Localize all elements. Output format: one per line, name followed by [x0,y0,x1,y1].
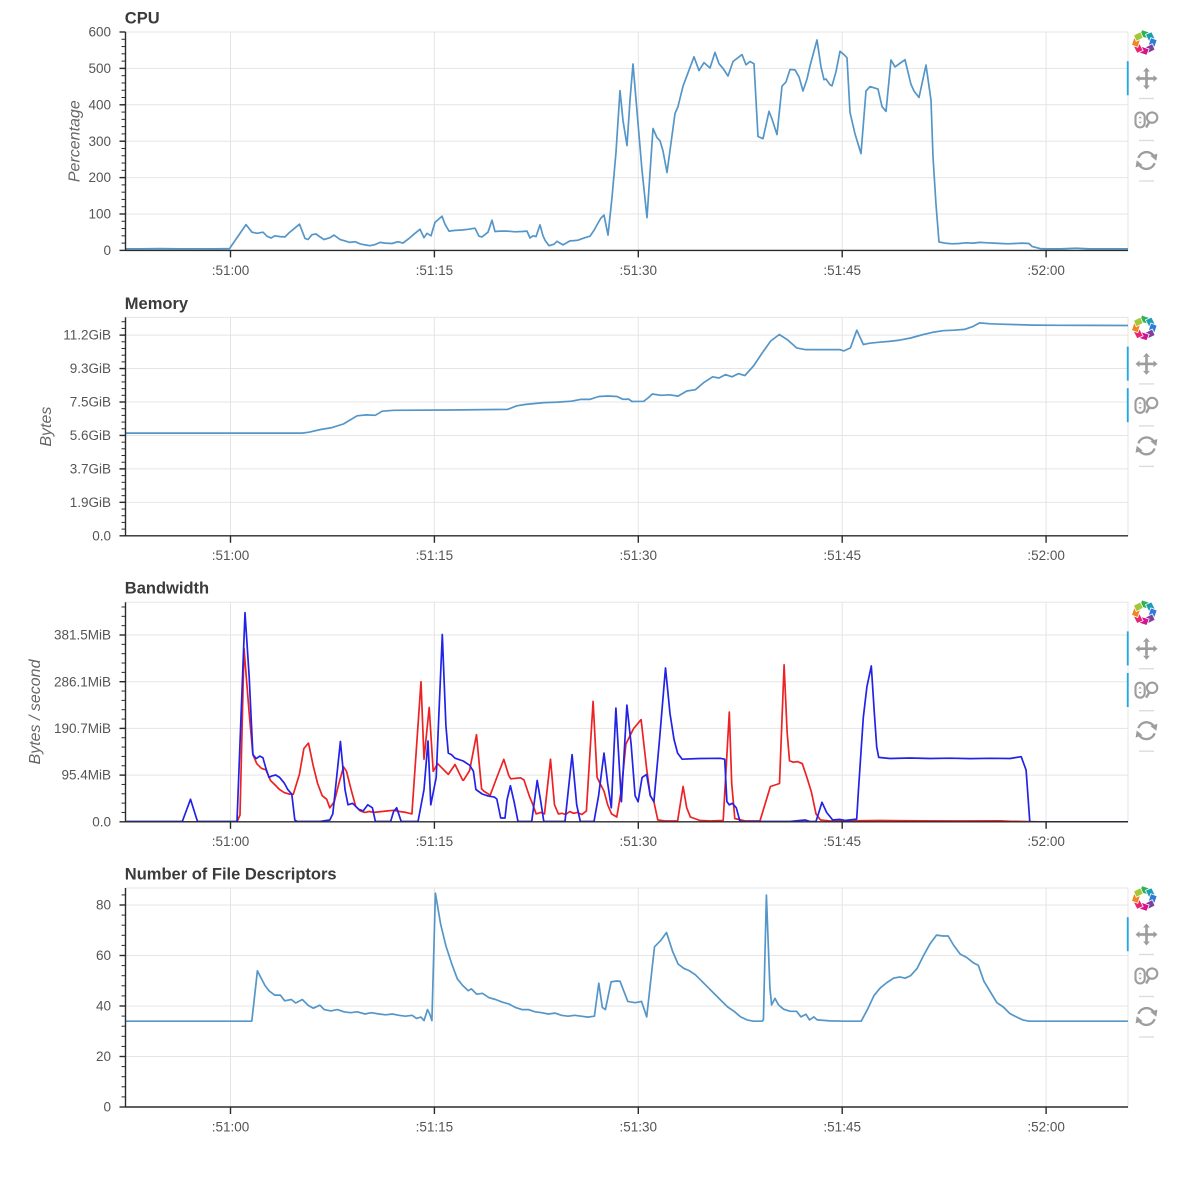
svg-text::51:30: :51:30 [620,263,658,278]
svg-text:CPU: CPU [125,9,160,27]
svg-text::51:15: :51:15 [416,548,454,563]
svg-text:Bandwidth: Bandwidth [125,580,209,598]
svg-text::51:45: :51:45 [823,834,861,849]
svg-text::51:15: :51:15 [416,834,454,849]
svg-text:500: 500 [88,61,111,76]
svg-text:0.0: 0.0 [92,814,111,829]
svg-text::51:00: :51:00 [212,834,250,849]
svg-text:200: 200 [88,170,111,185]
svg-text::51:45: :51:45 [823,548,861,563]
svg-text::51:30: :51:30 [620,1119,658,1134]
svg-text:190.7MiB: 190.7MiB [54,721,111,736]
svg-text:3.7GiB: 3.7GiB [70,462,111,477]
svg-text::51:15: :51:15 [416,263,454,278]
svg-text:0: 0 [103,1100,111,1115]
svg-text:60: 60 [96,948,111,963]
svg-text:1.9GiB: 1.9GiB [70,495,111,510]
svg-text:40: 40 [96,999,111,1014]
svg-text:Bytes: Bytes [38,407,55,447]
svg-text:9.3GiB: 9.3GiB [70,361,111,376]
svg-text::52:00: :52:00 [1027,834,1065,849]
svg-text:Percentage: Percentage [67,100,84,182]
svg-text:100: 100 [88,207,111,222]
svg-text:Number of File Descriptors: Number of File Descriptors [125,865,337,883]
svg-text:5.6GiB: 5.6GiB [70,428,111,443]
svg-text::51:00: :51:00 [212,548,250,563]
svg-text::51:30: :51:30 [620,548,658,563]
svg-text:286.1MiB: 286.1MiB [54,674,111,689]
svg-text::52:00: :52:00 [1027,1119,1065,1134]
svg-text:7.5GiB: 7.5GiB [70,395,111,410]
svg-text:95.4MiB: 95.4MiB [61,768,111,783]
svg-text:11.2GiB: 11.2GiB [63,328,111,343]
svg-text::51:15: :51:15 [416,1119,454,1134]
svg-text:0.0: 0.0 [92,528,111,543]
svg-text::51:30: :51:30 [620,834,658,849]
svg-text:300: 300 [88,134,111,149]
svg-text:80: 80 [96,898,111,913]
svg-text:Bytes / second: Bytes / second [27,658,44,764]
svg-text:400: 400 [88,97,111,112]
svg-text::51:00: :51:00 [212,263,250,278]
svg-text::51:45: :51:45 [823,1119,861,1134]
svg-text:20: 20 [96,1049,111,1064]
svg-text:0: 0 [103,243,111,258]
svg-text::52:00: :52:00 [1027,548,1065,563]
svg-text::51:00: :51:00 [212,1119,250,1134]
svg-text::52:00: :52:00 [1027,263,1065,278]
svg-text::51:45: :51:45 [823,263,861,278]
svg-text:600: 600 [88,25,111,40]
svg-text:381.5MiB: 381.5MiB [54,628,111,643]
svg-text:Memory: Memory [125,295,189,313]
